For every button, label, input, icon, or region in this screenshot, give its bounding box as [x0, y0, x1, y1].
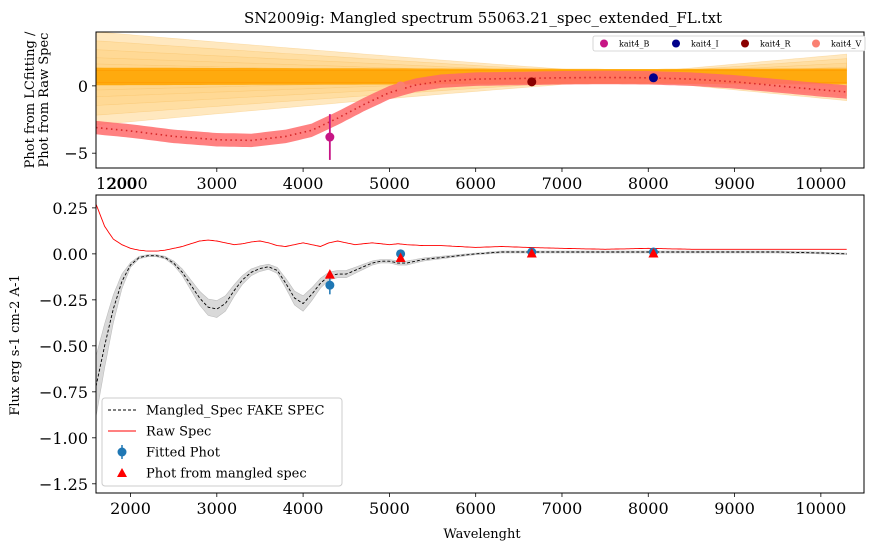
top-x-tick-label-3000: 3000	[196, 174, 237, 193]
top-y-tick-label--5: −5	[64, 144, 88, 163]
top-x-tick-label-4000: 4000	[283, 174, 324, 193]
bottom-legend-box	[101, 397, 343, 487]
legend-marker-kait4-r	[741, 39, 749, 48]
legend-label-fitted-phot: Fitted Phot	[146, 446, 221, 461]
top-panel: SN2009ig: Mangled spectrum 55063.21_spec…	[23, 9, 866, 193]
mangled-spec-line	[96, 251, 847, 387]
top-y-axis-label-line2: Phot from Raw Spec	[37, 33, 52, 168]
bottom-y-tick-label-6: −1.25	[39, 475, 88, 494]
legend-label-raw-spec: Raw Spec	[146, 425, 211, 440]
bottom-series-group	[96, 204, 847, 417]
overlap-tick-label-1: 1200	[96, 174, 137, 193]
top-plot-area	[96, 32, 847, 160]
top-y-axis: 0 −5	[64, 77, 96, 163]
top-x-tick-label-5000: 5000	[369, 174, 410, 193]
top-y-tick-label-0: 0	[78, 77, 88, 96]
mangled-phot-triangle-1	[324, 269, 335, 279]
point-kait4-i	[648, 73, 658, 83]
top-y-axis-label-line1: Phot from LCfitting /	[23, 31, 38, 168]
point-kait4-v	[396, 81, 406, 91]
top-chart-title: SN2009ig: Mangled spectrum 55063.21_spec…	[244, 9, 722, 27]
legend-triangle-icon	[117, 468, 127, 477]
top-x-tick-label-8000: 8000	[628, 174, 669, 193]
top-series-group	[96, 32, 847, 160]
top-x-tick-label-6000: 6000	[455, 174, 496, 193]
bottom-x-tick-label-5000: 5000	[369, 499, 410, 518]
bottom-panel: 2000 3000 4000 5000 6000 7000 8000 9000 10000 0.…	[8, 194, 865, 542]
ratio-band	[96, 70, 847, 148]
top-legend-box	[592, 35, 866, 52]
top-x-tick-label-7000: 7000	[542, 174, 583, 193]
top-x-tick-label-10000: 10000	[795, 174, 846, 193]
top-plot-frame	[95, 31, 865, 169]
bottom-y-axis-label: Flux erg s-1 cm-2 A-1	[8, 274, 23, 415]
point-kait4-b	[325, 132, 335, 142]
legend-label-phot-from-mangled: Phot from mangled spec	[146, 467, 307, 482]
bottom-legend: Mangled_Spec FAKE SPEC Raw Spec Fitted P…	[101, 397, 343, 487]
bottom-x-axis-label: Wavelenght	[443, 527, 521, 542]
bottom-x-tick-label-9000: 9000	[714, 499, 755, 518]
legend-label-kait4-v: kait4_V	[831, 40, 861, 49]
fitted-phot-point-1	[325, 280, 335, 290]
mangled-uncertainty-band	[96, 250, 847, 417]
top-x-tick-label-9000: 9000	[714, 174, 755, 193]
bottom-x-tick-label-8000: 8000	[628, 499, 669, 518]
legend-label-kait4-i: kait4_I	[691, 40, 719, 49]
legend-label-mangled-spec: Mangled_Spec FAKE SPEC	[146, 404, 325, 419]
bottom-x-tick-label-10000: 10000	[795, 499, 846, 518]
mangled-phot-triangle-3	[526, 247, 537, 258]
legend-fitted-phot-marker	[117, 447, 127, 457]
bottom-x-tick-label-2000: 2000	[110, 499, 151, 518]
top-x-axis: 3000 4000 5000 6000 7000 8000 9000 10000	[196, 168, 846, 193]
bottom-y-tick-label-2: −0.25	[39, 291, 88, 310]
legend-marker-kait4-b	[600, 39, 608, 48]
bottom-plot-frame	[95, 194, 865, 494]
bottom-x-axis: 2000 3000 4000 5000 6000 7000 8000 9000 10000	[110, 493, 846, 518]
bottom-y-axis: 0.25 0.00 −0.25 −0.50 −0.75 −1.00 −1.25	[39, 199, 96, 494]
mangled-phot-triangle-4	[648, 247, 659, 258]
bottom-y-tick-label-3: −0.50	[39, 337, 88, 356]
bottom-y-tick-label-4: −0.75	[39, 383, 88, 402]
bottom-y-tick-label-0: 0.25	[52, 199, 88, 218]
bottom-plot-area	[96, 204, 847, 417]
legend-label-kait4-b: kait4_B	[619, 40, 649, 49]
bottom-x-tick-label-7000: 7000	[542, 499, 583, 518]
legend-marker-kait4-v	[812, 39, 820, 48]
bottom-y-tick-label-5: −1.00	[39, 429, 88, 448]
legend-label-kait4-r: kait4_R	[760, 40, 791, 49]
bottom-y-tick-label-1: 0.00	[52, 245, 88, 264]
bottom-x-tick-label-3000: 3000	[196, 499, 237, 518]
bottom-x-tick-label-4000: 4000	[283, 499, 324, 518]
bottom-x-tick-label-6000: 6000	[455, 499, 496, 518]
legend-marker-kait4-i	[672, 39, 680, 48]
overlap-tick-label-2: 2000	[107, 174, 148, 193]
ratio-dotted-line	[96, 76, 847, 142]
mangled-phot-triangle-2	[395, 252, 406, 263]
point-kait4-r	[527, 77, 537, 87]
top-legend: kait4_B kait4_I kait4_R kait4_V	[592, 35, 866, 52]
raw-spec-line	[96, 204, 847, 252]
